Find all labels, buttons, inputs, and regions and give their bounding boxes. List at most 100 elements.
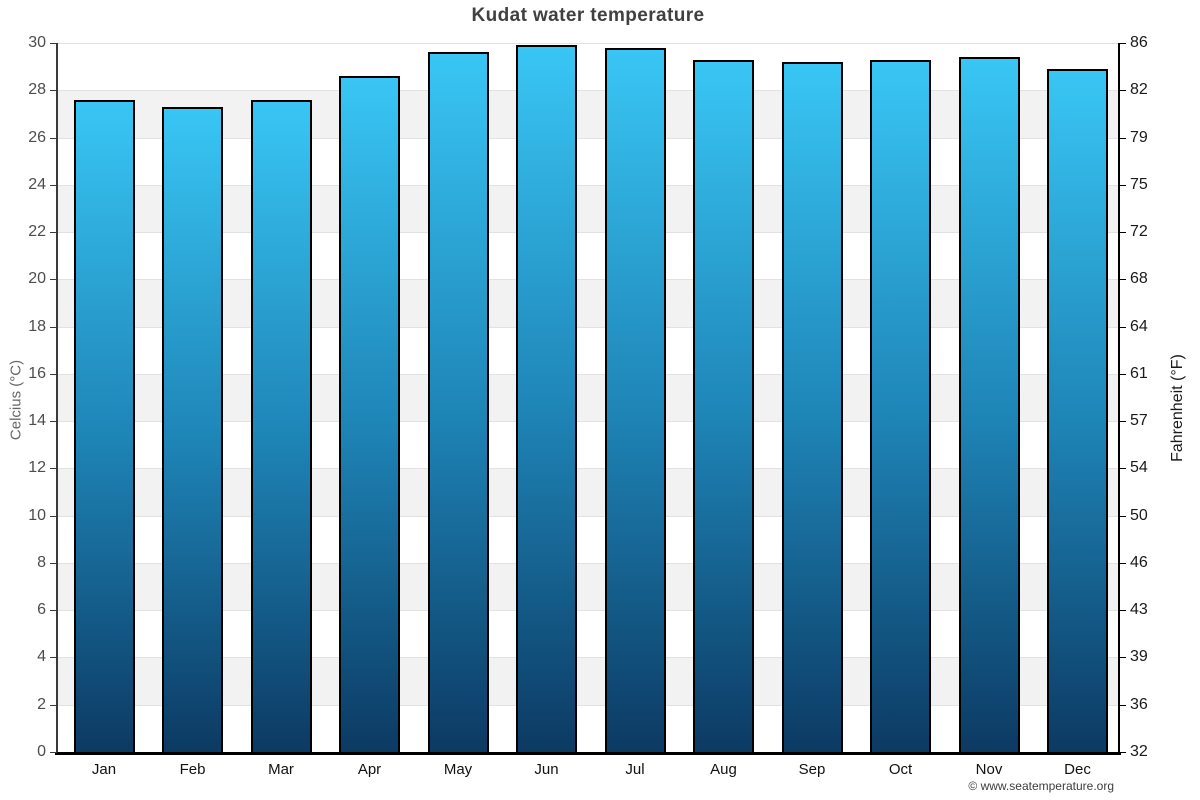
bar-feb[interactable] bbox=[162, 106, 223, 752]
tick-mark bbox=[50, 184, 57, 186]
plot-band bbox=[57, 515, 1119, 563]
x-axis-line bbox=[55, 752, 1121, 755]
y-tick-left-20: 20 bbox=[28, 270, 46, 288]
x-tick-mar: Mar bbox=[268, 761, 294, 778]
gridline bbox=[57, 326, 1119, 328]
watermark: © www.seatemperature.org bbox=[968, 779, 1114, 793]
y-tick-left-16: 16 bbox=[28, 364, 46, 382]
bar-nov[interactable] bbox=[958, 57, 1020, 752]
bar-sep[interactable] bbox=[781, 61, 843, 752]
tick-mark bbox=[50, 562, 57, 564]
bar-dec[interactable] bbox=[1047, 69, 1108, 752]
bar-aug[interactable] bbox=[693, 59, 754, 752]
tick-mark bbox=[1120, 232, 1126, 234]
y-tick-left-12: 12 bbox=[28, 459, 46, 477]
x-tick-jun: Jun bbox=[534, 761, 559, 778]
plot-band bbox=[57, 137, 1119, 185]
y-tick-left-28: 28 bbox=[28, 81, 46, 99]
tick-mark bbox=[50, 421, 57, 423]
tick-mark bbox=[1120, 137, 1126, 139]
y-tick-left-4: 4 bbox=[37, 648, 46, 666]
chart-title: Kudat water temperature bbox=[471, 5, 705, 26]
x-tick-jul: Jul bbox=[625, 761, 645, 778]
x-tick-may: May bbox=[443, 761, 473, 778]
y-tick-right-72: 72 bbox=[1130, 223, 1148, 241]
tick-mark bbox=[1120, 562, 1126, 564]
y-tick-right-75: 75 bbox=[1130, 175, 1148, 193]
tick-mark bbox=[50, 704, 57, 706]
y-tick-right-68: 68 bbox=[1130, 270, 1148, 288]
x-tick-feb: Feb bbox=[179, 761, 206, 778]
plot-band bbox=[57, 43, 1119, 91]
gridline bbox=[57, 562, 1119, 564]
tick-mark bbox=[50, 43, 57, 44]
plot-band bbox=[57, 421, 1119, 469]
y-tick-left-26: 26 bbox=[28, 128, 46, 146]
y-tick-left-8: 8 bbox=[37, 553, 46, 571]
tick-mark bbox=[1120, 43, 1126, 44]
y-axis-line-left bbox=[56, 43, 58, 752]
y-tick-left-2: 2 bbox=[37, 695, 46, 713]
y-tick-left-18: 18 bbox=[28, 317, 46, 335]
tick-mark bbox=[1120, 752, 1126, 753]
y-tick-left-14: 14 bbox=[28, 412, 46, 430]
gridline bbox=[57, 468, 1119, 470]
gridline bbox=[57, 90, 1119, 92]
x-tick-oct: Oct bbox=[888, 761, 913, 778]
tick-mark bbox=[50, 468, 57, 470]
gridline bbox=[57, 421, 1119, 423]
gridline bbox=[57, 610, 1119, 612]
x-tick-dec: Dec bbox=[1064, 761, 1091, 778]
bar-mar[interactable] bbox=[250, 99, 312, 752]
bar-apr[interactable] bbox=[339, 76, 400, 752]
bar-oct[interactable] bbox=[870, 59, 931, 752]
bar-jan[interactable] bbox=[73, 99, 135, 752]
y-tick-right-64: 64 bbox=[1130, 317, 1148, 335]
tick-mark bbox=[1120, 184, 1126, 186]
tick-mark bbox=[1120, 610, 1126, 612]
tick-mark bbox=[50, 752, 57, 753]
y-tick-right-86: 86 bbox=[1130, 34, 1148, 51]
y-tick-right-32: 32 bbox=[1130, 743, 1148, 760]
plot-band bbox=[57, 326, 1119, 374]
plot-band bbox=[57, 657, 1119, 705]
tick-mark bbox=[1120, 657, 1126, 659]
y-tick-right-50: 50 bbox=[1130, 506, 1148, 524]
tick-mark bbox=[1120, 421, 1126, 423]
y-tick-left-30: 30 bbox=[28, 34, 46, 51]
y-tick-right-61: 61 bbox=[1130, 364, 1148, 382]
plot-band bbox=[57, 468, 1119, 516]
gridline bbox=[57, 279, 1119, 281]
tick-mark bbox=[1120, 468, 1126, 470]
plot-band bbox=[57, 279, 1119, 327]
plot-band bbox=[57, 232, 1119, 280]
gridline bbox=[57, 184, 1119, 186]
gridline bbox=[57, 657, 1119, 659]
y-axis-title-fahrenheit: Fahrenheit (°F) bbox=[1169, 354, 1186, 462]
tick-mark bbox=[50, 515, 57, 517]
y-tick-left-24: 24 bbox=[28, 175, 46, 193]
tick-mark bbox=[50, 90, 57, 92]
y-axis-line-right bbox=[1118, 43, 1120, 753]
tick-mark bbox=[50, 373, 57, 375]
x-tick-nov: Nov bbox=[975, 761, 1003, 778]
bar-jul[interactable] bbox=[604, 47, 666, 752]
tick-mark bbox=[1120, 373, 1126, 375]
bar-may[interactable] bbox=[427, 52, 489, 752]
y-tick-right-46: 46 bbox=[1130, 553, 1148, 571]
tick-mark bbox=[50, 279, 57, 281]
tick-mark bbox=[1120, 326, 1126, 328]
tick-mark bbox=[50, 610, 57, 612]
gridline bbox=[57, 373, 1119, 375]
x-tick-apr: Apr bbox=[357, 761, 382, 778]
y-tick-right-79: 79 bbox=[1130, 128, 1148, 146]
gridline bbox=[57, 43, 1119, 44]
tick-mark bbox=[1120, 90, 1126, 92]
plot-band bbox=[57, 90, 1119, 138]
gridline bbox=[57, 232, 1119, 234]
tick-mark bbox=[50, 137, 57, 139]
y-tick-left-6: 6 bbox=[37, 601, 46, 619]
bar-jun[interactable] bbox=[516, 45, 577, 752]
y-tick-right-54: 54 bbox=[1130, 459, 1148, 477]
